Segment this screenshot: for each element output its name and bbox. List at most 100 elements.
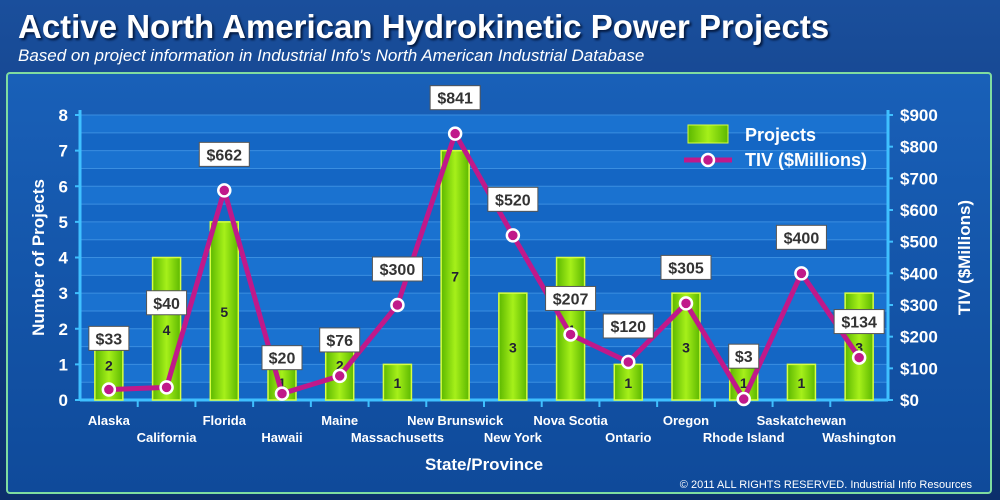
tiv-point	[101, 382, 117, 397]
tiv-point	[736, 391, 751, 407]
bar-label: 1	[624, 375, 632, 391]
y-axis-title: Number of Projects	[29, 179, 48, 336]
y-tick-label: 7	[59, 142, 68, 161]
tiv-data-label: $20	[269, 351, 296, 368]
y-tick-label: 0	[59, 391, 68, 410]
grid-band	[80, 150, 888, 169]
y-tick-label: 3	[59, 284, 68, 303]
x-tick-label: Nova Scotia	[533, 413, 608, 428]
y2-tick-label: $800	[900, 138, 938, 157]
tiv-data-label: $76	[326, 333, 353, 350]
grid-band	[80, 115, 888, 133]
x-tick-label: Massachusetts	[351, 430, 444, 445]
tiv-label-box	[146, 290, 188, 316]
legend-tiv-label: TIV ($Millions)	[745, 150, 867, 170]
bar-label: 2	[336, 357, 344, 373]
x-tick-label: New Brunswick	[407, 413, 504, 428]
y2-tick-label: $500	[900, 233, 938, 252]
y2-tick-label: $100	[900, 359, 938, 378]
tiv-point	[678, 296, 694, 311]
y2-tick-label: $900	[900, 106, 938, 125]
tiv-point	[505, 228, 521, 243]
bar-label: 1	[798, 375, 806, 391]
tiv-data-label: $400	[784, 230, 820, 247]
tiv-point	[794, 266, 809, 281]
tiv-point	[621, 354, 636, 370]
x-tick-label: Florida	[203, 413, 247, 428]
bar	[151, 256, 182, 401]
x-tick-label: Washington	[822, 430, 896, 445]
tiv-label-box	[775, 224, 827, 250]
legend-projects-label: Projects	[745, 125, 816, 145]
x-tick-label: Hawaii	[261, 430, 302, 445]
bar-label: 1	[394, 375, 402, 391]
bar-label: 4	[163, 322, 171, 338]
tiv-label-box	[487, 186, 539, 212]
tiv-label-box	[88, 325, 130, 351]
tiv-data-label: $520	[495, 192, 531, 209]
y-tick-label: 6	[59, 177, 68, 196]
bar-label: 2	[105, 357, 113, 373]
tiv-label-box	[833, 309, 885, 335]
chart-subtitle: Based on project information in Industri…	[18, 46, 645, 65]
tiv-data-label: $40	[153, 296, 180, 313]
x-tick-label: Maine	[321, 413, 358, 428]
bar-label: 1	[278, 375, 286, 391]
legend-tiv-marker	[700, 152, 716, 168]
tiv-point	[447, 126, 463, 141]
tiv-label-box	[429, 85, 481, 111]
x-tick-label: Rhode Island	[703, 430, 785, 445]
grid-band	[80, 364, 888, 383]
x-tick-label: New York	[484, 430, 543, 445]
tiv-label-box	[319, 327, 361, 353]
bar-label: 5	[220, 304, 228, 320]
bar	[209, 221, 240, 401]
y2-axis-title: TIV ($Millions)	[955, 200, 974, 315]
grid-band	[80, 221, 888, 240]
copyright: © 2011 ALL RIGHTS RESERVED. Industrial I…	[679, 479, 972, 491]
x-tick-label: California	[137, 430, 198, 445]
tiv-data-label: $120	[610, 319, 646, 336]
tiv-line	[108, 131, 862, 402]
tiv-label-box	[545, 285, 597, 311]
tiv-data-label: $841	[437, 91, 473, 108]
tiv-data-label: $662	[206, 147, 242, 164]
y2-tick-label: $700	[900, 169, 938, 188]
tiv-data-label: $305	[668, 260, 704, 277]
x-tick-label: Oregon	[663, 413, 709, 428]
y-tick-label: 5	[59, 213, 68, 232]
y-tick-label: 1	[59, 355, 68, 374]
tiv-data-label: $134	[841, 315, 877, 332]
tiv-label-box	[660, 254, 712, 280]
y2-tick-label: $600	[900, 201, 938, 220]
tiv-label-box	[261, 345, 303, 371]
bar-label: 3	[855, 340, 863, 356]
tiv-point	[390, 297, 405, 313]
tiv-data-label: $33	[96, 331, 123, 348]
x-tick-label: Saskatchewan	[757, 413, 847, 428]
y-tick-label: 8	[59, 106, 68, 125]
tiv-point	[159, 380, 174, 395]
tiv-data-label: $207	[553, 291, 589, 308]
grid-band	[80, 186, 888, 205]
y-tick-label: 2	[59, 320, 68, 339]
y-tick-label: 4	[59, 249, 69, 268]
x-tick-label: Alaska	[88, 413, 131, 428]
tiv-label-box	[602, 313, 654, 339]
y2-tick-label: $400	[900, 264, 938, 283]
chart-title: Active North American Hydrokinetic Power…	[18, 8, 830, 45]
tiv-data-label: $3	[735, 349, 753, 366]
tiv-point	[563, 327, 578, 342]
y2-tick-label: $200	[900, 328, 938, 347]
tiv-point	[274, 386, 290, 401]
tiv-label-box	[371, 256, 423, 282]
bar-label: 3	[682, 340, 690, 356]
y2-tick-label: $300	[900, 296, 938, 315]
bar-label: 1	[740, 375, 748, 391]
bar	[786, 363, 817, 401]
bar-label: 3	[509, 340, 517, 356]
tiv-label-box	[198, 141, 250, 167]
tiv-point	[851, 350, 867, 365]
bar	[440, 149, 470, 401]
bar	[382, 363, 413, 401]
